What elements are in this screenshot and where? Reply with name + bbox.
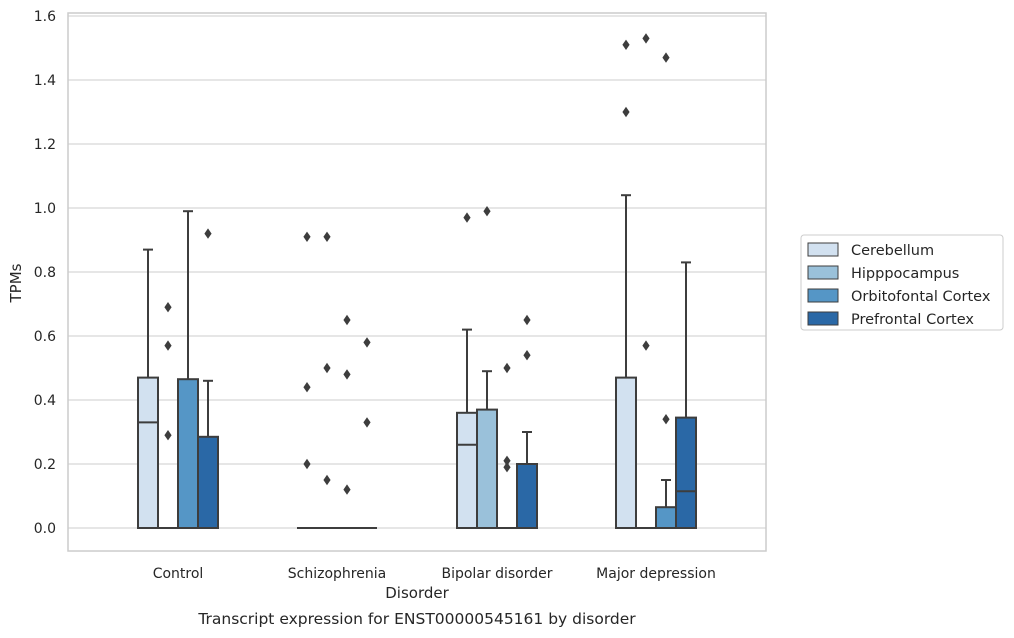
y-tick-label: 0.4 [34,393,56,409]
outlier-point [164,340,172,351]
outlier-point [483,206,491,217]
legend-label: Orbitofontal Cortex [851,289,991,305]
outlier-point [523,314,531,326]
legend-label: Prefrontal Cortex [851,312,974,328]
y-tick-label: 0.6 [34,329,56,345]
box [197,435,219,529]
outlier-point [303,231,311,242]
box [516,463,538,529]
legend-swatch [807,288,839,303]
outlier-point [463,212,471,223]
x-tick-labels: Control Schizophrenia Bipolar disorder Majo… [153,566,716,582]
outlier-point [303,382,311,393]
plot-frame [67,12,767,552]
x-tick-label: Schizophrenia [288,566,386,582]
legend-swatch [807,265,839,280]
y-tick-label: 1.2 [34,137,56,153]
legend-label: Hipppocampus [851,266,959,282]
box [675,416,697,530]
outlier-point [204,228,212,239]
x-tick-label: Bipolar disorder [441,566,552,582]
box-group [197,228,219,529]
y-tick-label: 0.2 [34,457,56,473]
box-group [655,52,677,530]
box-layer [137,33,697,530]
legend-label: Cerebellum [851,243,934,259]
legend-frame [800,234,1004,331]
outlier-point [303,458,311,470]
outlier-point [343,369,351,380]
frame-layer [67,12,767,552]
plot-background [68,13,766,551]
box-group [297,231,317,529]
y-tick-labels: 0.0 0.2 0.4 0.6 0.8 1.0 1.2 1.4 1.6 [34,9,56,537]
chart-caption: Transcript expression for ENST0000054516… [197,610,636,628]
box-group [317,231,337,529]
x-tick-label: Control [153,566,204,582]
box [177,378,199,530]
box-group [497,362,517,529]
box-group [158,302,178,529]
outlier-point [662,414,670,425]
outlier-point [622,106,630,118]
legend-swatch [807,242,839,257]
x-axis-title: Disorder [385,584,449,602]
grid-layer [68,13,766,551]
box-group [675,261,697,530]
outlier-point [323,231,331,242]
y-axis-title: TPMs [7,263,25,303]
outlier-point [622,39,630,50]
outlier-point [363,337,371,348]
box [476,408,498,530]
y-tick-label: 1.6 [34,9,56,25]
outlier-point [343,314,351,326]
box-group [456,212,478,529]
y-tick-label: 0.8 [34,265,56,281]
box [137,376,159,529]
outlier-point [503,362,511,374]
outlier-point [523,350,531,361]
box [615,376,637,529]
outlier-point [642,340,650,351]
box-group [636,33,656,529]
box-group [615,39,637,529]
box [655,506,677,530]
y-tick-label: 0.0 [34,521,56,537]
outlier-point [503,455,511,466]
legend-swatch [807,311,839,326]
y-tick-label: 1.0 [34,201,56,217]
box-group [476,206,498,530]
box-group [516,314,538,529]
legend: Cerebellum Hipppocampus Orbitofontal Corte… [800,234,1004,331]
outlier-point [164,430,172,441]
outlier-point [662,52,670,63]
box [456,411,478,529]
x-tick-label: Major depression [596,566,716,582]
y-tick-label: 1.4 [34,73,56,89]
outlier-point [164,302,172,313]
outlier-point [642,33,650,44]
outlier-point [363,417,371,428]
outlier-point [503,462,511,473]
outlier-point [323,474,331,486]
outlier-point [343,484,351,495]
box-group [337,314,357,529]
box-group [357,337,377,529]
outlier-point [323,362,331,374]
box-group [137,248,159,529]
